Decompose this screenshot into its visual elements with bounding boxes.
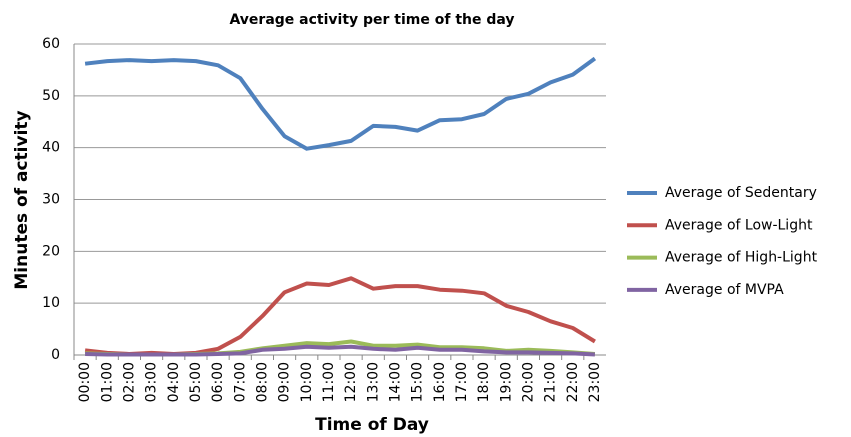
x-tick-label: 04:00 xyxy=(166,362,182,402)
y-tick-label: 20 xyxy=(42,243,60,259)
legend-label: Average of Sedentary xyxy=(665,185,817,201)
x-tick-label: 15:00 xyxy=(410,362,426,402)
x-tick-label: 14:00 xyxy=(387,362,403,402)
legend-label: Average of High-Light xyxy=(665,250,818,266)
y-tick-label: 40 xyxy=(42,140,60,156)
x-tick-label: 12:00 xyxy=(343,362,359,402)
x-tick-label: 00:00 xyxy=(77,362,93,402)
x-tick-label: 03:00 xyxy=(144,362,160,402)
x-tick-label: 16:00 xyxy=(432,362,448,402)
x-tick-label: 02:00 xyxy=(121,362,137,402)
x-tick-label: 23:00 xyxy=(587,362,603,402)
x-tick-label: 18:00 xyxy=(476,362,492,402)
x-tick-label: 06:00 xyxy=(210,362,226,402)
y-tick-label: 50 xyxy=(42,88,60,104)
legend-label: Average of Low-Light xyxy=(665,217,813,233)
y-tick-label: 0 xyxy=(51,347,60,363)
x-tick-label: 13:00 xyxy=(365,362,381,402)
series-line xyxy=(85,344,595,357)
legend-label: Average of MVPA xyxy=(665,282,784,298)
y-tick-label: 30 xyxy=(42,192,60,208)
x-tick-label: 09:00 xyxy=(277,362,293,402)
x-axis-title: Time of Day xyxy=(315,415,429,435)
x-tick-label: 05:00 xyxy=(188,362,204,402)
x-tick-label: 08:00 xyxy=(254,362,270,402)
y-axis-title: Minutes of activity xyxy=(12,110,32,289)
x-tick-label: 21:00 xyxy=(543,362,559,402)
x-tick-label: 20:00 xyxy=(520,362,536,402)
y-tick-label: 60 xyxy=(42,36,60,52)
y-tick-label: 10 xyxy=(42,295,60,311)
x-tick-label: 10:00 xyxy=(299,362,315,402)
x-tick-label: 07:00 xyxy=(232,362,248,402)
x-tick-label: 01:00 xyxy=(99,362,115,402)
x-tick-label: 22:00 xyxy=(565,362,581,402)
chart-title: Average activity per time of the day xyxy=(229,12,514,28)
x-tick-label: 19:00 xyxy=(498,362,514,402)
series-line xyxy=(84,56,597,151)
x-tick-label: 11:00 xyxy=(321,362,337,402)
x-tick-label: 17:00 xyxy=(454,362,470,402)
